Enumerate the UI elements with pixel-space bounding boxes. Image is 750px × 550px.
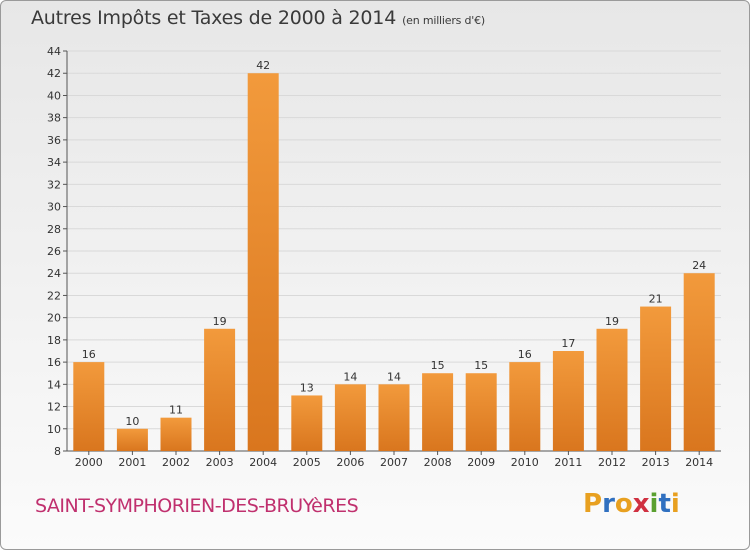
- bar-value-label: 16: [82, 348, 96, 361]
- bar-value-label: 14: [387, 370, 401, 383]
- y-tick-label: 16: [47, 356, 61, 369]
- y-tick-label: 20: [47, 312, 61, 325]
- y-tick-label: 30: [47, 201, 61, 214]
- y-tick-label: 32: [47, 178, 61, 191]
- bar: [596, 328, 628, 451]
- y-tick-label: 22: [47, 289, 61, 302]
- logo-letter: t: [658, 489, 671, 519]
- y-tick-label: 36: [47, 134, 61, 147]
- bar: [291, 395, 323, 451]
- bar-value-label: 11: [169, 404, 183, 417]
- bar: [116, 428, 148, 451]
- proxiti-logo[interactable]: Proxiti: [583, 489, 680, 519]
- bar-value-label: 14: [343, 370, 357, 383]
- bar-chart: 8 10 12 14 16 18 20 22 24 26 28 30 32 34 36 38 40 42 44 16 2…: [47, 45, 721, 469]
- y-tick-label: 42: [47, 67, 61, 80]
- bar: [465, 373, 497, 451]
- x-tick-label: 2012: [598, 456, 626, 469]
- bar-value-label: 17: [561, 337, 575, 350]
- bar-value-label: 10: [125, 415, 139, 428]
- y-tick-label: 34: [47, 156, 61, 169]
- y-tick-label: 12: [47, 401, 61, 414]
- y-tick-label: 44: [47, 45, 61, 58]
- logo-letter: i: [670, 489, 680, 519]
- bar: [552, 351, 584, 451]
- x-tick-label: 2000: [75, 456, 103, 469]
- x-tick-label: 2007: [380, 456, 408, 469]
- y-tick-label: 40: [47, 89, 61, 102]
- bar: [683, 273, 715, 451]
- x-tick-label: 2002: [162, 456, 190, 469]
- y-tick-label: 18: [47, 334, 61, 347]
- bar-value-label: 16: [518, 348, 532, 361]
- bar: [160, 417, 192, 451]
- bar: [334, 384, 366, 451]
- bar-value-label: 13: [300, 381, 314, 394]
- x-tick-label: 2014: [685, 456, 713, 469]
- y-tick-label: 14: [47, 378, 61, 391]
- y-tick-label: 28: [47, 223, 61, 236]
- y-tick-label: 26: [47, 245, 61, 258]
- x-tick-label: 2006: [336, 456, 364, 469]
- x-tick-label: 2011: [554, 456, 582, 469]
- bar: [378, 384, 410, 451]
- bar-value-label: 21: [649, 293, 663, 306]
- x-tick-label: 2008: [424, 456, 452, 469]
- x-tick-label: 2010: [511, 456, 539, 469]
- bar-value-label: 15: [474, 359, 488, 372]
- bar: [509, 362, 541, 451]
- chart-title: Autres Impôts et Taxes de 2000 à 2014 (en…: [31, 7, 485, 29]
- bar: [204, 328, 236, 451]
- x-tick-label: 2009: [467, 456, 495, 469]
- bar: [247, 73, 279, 451]
- x-tick-label: 2001: [118, 456, 146, 469]
- y-tick-label: 8: [54, 445, 61, 458]
- bar-value-label: 15: [431, 359, 445, 372]
- commune-name: SAINT-SYMPHORIEN-DES-BRUYèRES: [35, 495, 359, 517]
- chart-subtitle: (en milliers d'€): [402, 14, 485, 27]
- bar-value-label: 24: [692, 259, 706, 272]
- y-tick-label: 10: [47, 423, 61, 436]
- logo-letter: i: [649, 489, 659, 519]
- bar-value-label: 42: [256, 59, 270, 72]
- bar: [640, 306, 672, 451]
- logo-letter: o: [614, 489, 633, 519]
- bar-value-label: 19: [213, 315, 227, 328]
- bar-value-label: 19: [605, 315, 619, 328]
- logo-letter: r: [602, 489, 615, 519]
- bar: [422, 373, 454, 451]
- bar: [73, 362, 105, 451]
- chart-title-text: Autres Impôts et Taxes de 2000 à 2014: [31, 7, 397, 29]
- x-tick-label: 2004: [249, 456, 277, 469]
- y-tick-label: 24: [47, 267, 61, 280]
- y-tick-label: 38: [47, 112, 61, 125]
- x-tick-label: 2003: [206, 456, 234, 469]
- x-tick-label: 2005: [293, 456, 321, 469]
- logo-letter: P: [583, 489, 603, 519]
- x-tick-label: 2013: [642, 456, 670, 469]
- logo-letter: x: [632, 489, 650, 519]
